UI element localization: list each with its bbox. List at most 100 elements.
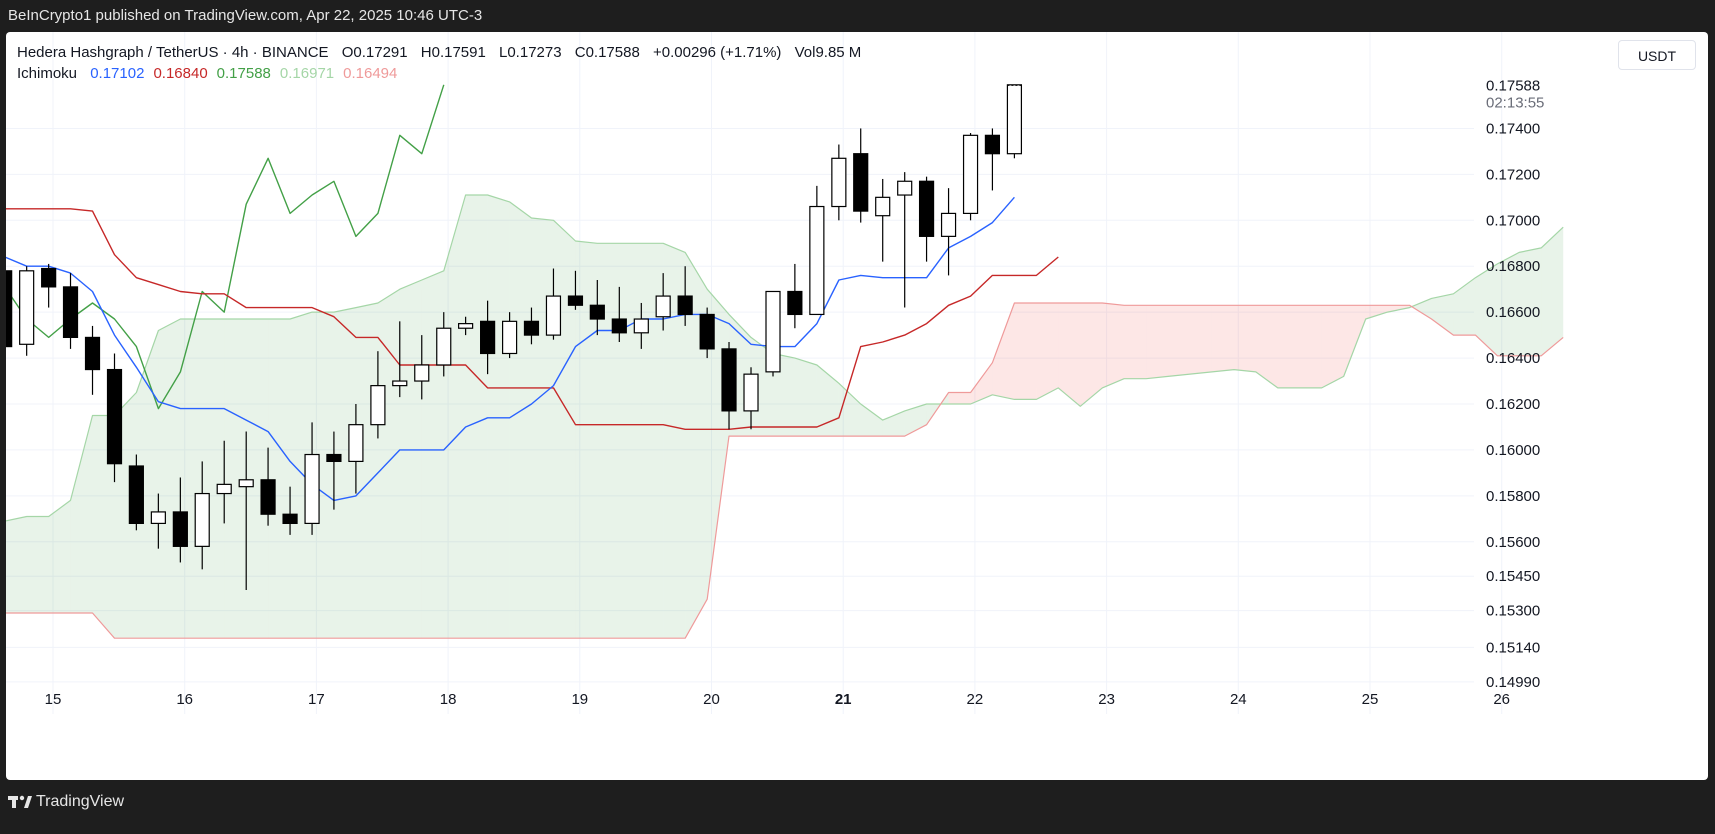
cloud-segment-60 [1321, 305, 1344, 388]
cloud-segment-51 [1124, 305, 1147, 379]
candle-body-12 [260, 479, 276, 515]
candle-1 [19, 266, 35, 356]
candle-37 [809, 185, 825, 316]
candle-18 [392, 321, 408, 398]
cloud-segment-61 [1343, 305, 1366, 377]
chart-panel[interactable]: 0.17400 0.17200 0.17000 0.16800 0.16600 0.164… [6, 32, 1708, 780]
low-value: L0.17273 [499, 44, 562, 61]
cloud-segment-15 [333, 307, 356, 639]
cloud-segment-52 [1146, 305, 1169, 379]
cloud-segment-17 [377, 289, 400, 639]
candle-body-17 [370, 385, 386, 426]
cloud-segment-26 [575, 240, 598, 639]
price-chart[interactable]: 0.17400 0.17200 0.17000 0.16800 0.16600 0.164… [6, 32, 1708, 780]
candle-30 [655, 273, 671, 331]
cloud-segment-38 [838, 383, 861, 437]
candle-13 [282, 486, 298, 535]
indicator-name[interactable]: Ichimoku [17, 65, 78, 82]
x-tick-label-6: 21 [835, 691, 852, 708]
chart-legend: Hedera Hashgraph / TetherUS · 4h · BINAN… [17, 42, 870, 84]
close-value: C0.17588 [574, 44, 640, 61]
candle-body-24 [523, 320, 540, 336]
candle-body-42 [918, 180, 935, 237]
x-tick-label-1: 16 [176, 691, 193, 708]
indicator-value-4: 0.16494 [343, 65, 398, 82]
candle-39 [853, 128, 869, 223]
cloud-segment-53 [1168, 305, 1190, 377]
candle-body-32 [699, 313, 715, 350]
cloud-segment-49 [1080, 302, 1103, 407]
candle-31 [677, 266, 693, 326]
x-tick-label-7: 22 [967, 691, 984, 708]
x-tick-label-5: 20 [703, 691, 720, 708]
candle-11 [238, 431, 254, 590]
cloud-segment-30 [663, 243, 686, 639]
cloud-segment-41 [904, 404, 927, 437]
cloud-segment-11 [246, 319, 269, 639]
candle-body-35 [765, 290, 781, 373]
cloud-segment-27 [597, 243, 620, 639]
candle-4 [84, 325, 101, 395]
candle-19 [414, 335, 430, 400]
candle-body-25 [545, 295, 562, 336]
candle-33 [721, 342, 737, 430]
cloud-segment-56 [1233, 305, 1256, 372]
y-tick-label-8: 0.15800 [1486, 488, 1540, 505]
cloud-segment-37 [816, 364, 839, 437]
candle-body-37 [809, 205, 825, 316]
cloud-segment-70 [1541, 227, 1564, 356]
publisher-text: BeInCrypto1 published on TradingView.com… [8, 7, 483, 24]
grid-lines [6, 32, 1503, 714]
candle-body-36 [787, 290, 803, 316]
y-tick-label-5: 0.16400 [1486, 350, 1540, 367]
x-tick-label-0: 15 [45, 691, 62, 708]
candle-46 [1006, 84, 1023, 159]
cloud-segment-59 [1299, 305, 1322, 388]
cloud-segment-18 [399, 280, 422, 639]
cloud-segment-55 [1211, 305, 1234, 372]
candle-body-4 [84, 336, 101, 371]
candle-22 [480, 300, 496, 375]
candle-17 [370, 351, 386, 439]
indicator-value-1: 0.16840 [153, 65, 208, 82]
symbol-title[interactable]: Hedera Hashgraph / TetherUS · 4h · BINAN… [17, 44, 329, 61]
x-tick-label-10: 25 [1362, 691, 1379, 708]
candle-body-9 [194, 492, 210, 547]
cloud-segment-13 [290, 312, 313, 639]
cloud-segment-2 [48, 500, 71, 613]
candle-body-18 [392, 380, 408, 387]
candle-43 [940, 188, 957, 276]
candle-body-33 [721, 348, 737, 412]
candle-25 [545, 268, 562, 340]
candle-16 [348, 404, 364, 494]
cloud-segment-58 [1277, 305, 1300, 388]
candle-body-7 [150, 511, 166, 525]
cloud-segment-46 [1014, 302, 1037, 400]
candle-body-31 [677, 295, 693, 316]
candle-35 [765, 290, 781, 377]
candle-26 [567, 270, 584, 310]
candle-body-21 [458, 323, 474, 329]
x-tick-label-4: 19 [571, 691, 588, 708]
candle-body-20 [436, 327, 452, 366]
countdown-label: 02:13:55 [1486, 94, 1544, 111]
change-value: +0.00296 (+1.71%) [652, 44, 782, 61]
cloud-segment-48 [1058, 302, 1081, 407]
cloud-segment-39 [860, 404, 883, 437]
cloud-segment-4 [92, 415, 115, 639]
candle-42 [918, 176, 935, 262]
candle-34 [743, 367, 759, 430]
candle-body-13 [282, 513, 298, 525]
cloud-segment-25 [553, 220, 576, 639]
candle-body-8 [172, 511, 188, 547]
high-value: H0.17591 [420, 44, 486, 61]
cloud-segment-47 [1036, 302, 1059, 400]
candle-body-30 [655, 295, 671, 318]
candle-body-41 [897, 180, 913, 196]
volume-value: Vol9.85 M [794, 44, 862, 61]
footer-bar: TradingView [0, 784, 1715, 820]
y-tick-label-9: 0.15600 [1486, 534, 1540, 551]
candle-body-15 [326, 453, 342, 463]
currency-button[interactable]: USDT [1618, 40, 1696, 70]
y-tick-label-1: 0.17200 [1486, 166, 1540, 183]
